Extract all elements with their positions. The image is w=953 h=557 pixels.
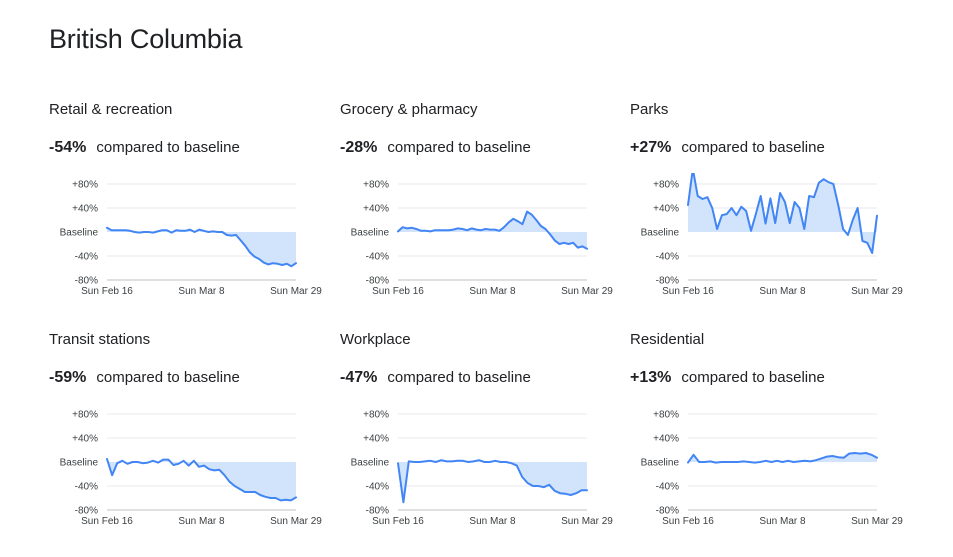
headline-percent: -28% [340,139,378,156]
line-chart: +80% +40% Baseline -40% -80%Sun Feb 16 Sun Ma… [641,410,904,528]
baseline-area [688,453,877,463]
x-tick-label: Sun Mar 8 [469,286,516,297]
panel-title: Grocery & pharmacy [340,101,478,118]
y-tick-label: Baseline [351,458,390,469]
series-line [106,458,297,502]
headline-percent: -54% [49,139,87,156]
baseline-area [398,460,587,503]
series-line [106,226,297,268]
headline-caption: compared to baseline [96,369,240,386]
y-tick-label: -40% [656,482,679,493]
y-tick-label: Baseline [641,458,680,469]
x-tick-label: Sun Mar 8 [178,286,225,297]
baseline-area [107,227,296,267]
y-tick-label: -80% [366,276,389,287]
headline-percent: +27% [630,139,672,156]
panel-title: Retail & recreation [49,101,173,118]
panel-workplace: Workplace -47% compared to baseline +80% +… [340,331,625,551]
y-tick-label: -40% [656,252,679,263]
headline-stat: +13% compared to baseline [630,369,825,387]
y-tick-label: +80% [363,410,389,421]
x-tick-label: Sun Mar 29 [561,286,613,297]
line-chart: +80% +40% Baseline -40% -80%Sun Feb 16 Sun Ma… [351,180,614,298]
headline-stat: -59% compared to baseline [49,369,240,387]
x-tick-label: Sun Mar 8 [759,516,806,527]
headline-caption: compared to baseline [681,139,825,156]
x-tick-label: Sun Feb 16 [81,516,133,527]
y-tick-label: +80% [72,410,98,421]
x-tick-label: Sun Mar 29 [851,286,903,297]
panel-title: Parks [630,101,669,118]
y-tick-label: +40% [363,434,389,445]
headline-stat: -47% compared to baseline [340,369,531,387]
x-tick-label: Sun Feb 16 [662,286,714,297]
y-tick-label: -40% [366,482,389,493]
panel-title: Transit stations [49,331,151,348]
line-chart: +80% +40% Baseline -40% -80%Sun Feb 16 Sun Ma… [60,410,323,528]
headline-caption: compared to baseline [681,369,825,386]
y-tick-label: -40% [75,482,98,493]
y-tick-label: +80% [72,180,98,191]
headline-caption: compared to baseline [96,139,240,156]
panel-residential: Residential +13% compared to baseline +80… [630,331,915,551]
x-tick-label: Sun Feb 16 [372,286,424,297]
x-tick-label: Sun Mar 29 [851,516,903,527]
y-tick-label: Baseline [641,228,680,239]
x-tick-label: Sun Feb 16 [372,516,424,527]
y-tick-label: +40% [72,204,98,215]
headline-stat: +27% compared to baseline [630,139,825,157]
headline-caption: compared to baseline [387,369,531,386]
x-tick-label: Sun Feb 16 [81,286,133,297]
x-tick-label: Sun Mar 8 [469,516,516,527]
y-tick-label: -40% [75,252,98,263]
y-tick-label: Baseline [60,228,99,239]
y-tick-label: Baseline [351,228,390,239]
baseline-area [688,173,877,253]
y-tick-label: -80% [366,506,389,517]
x-tick-label: Sun Mar 29 [270,286,322,297]
headline-stat: -28% compared to baseline [340,139,531,157]
y-tick-label: Baseline [60,458,99,469]
y-tick-label: +80% [653,180,679,191]
series-line [397,459,588,504]
headline-percent: +13% [630,369,672,386]
x-tick-label: Sun Mar 29 [561,516,613,527]
baseline-area [107,459,296,501]
y-tick-label: -80% [656,276,679,287]
line-chart: +80% +40% Baseline -40% -80%Sun Feb 16 Sun Ma… [351,410,614,528]
panel-grocery-pharmacy: Grocery & pharmacy -28% compared to basel… [340,101,625,321]
y-tick-label: +40% [363,204,389,215]
line-chart: +80% +40% Baseline -40% -80%Sun Feb 16 Sun Ma… [641,173,903,297]
y-tick-label: -80% [75,276,98,287]
y-tick-label: +40% [653,434,679,445]
series-line [687,452,878,464]
panel-parks: Parks +27% compared to baseline +80% +40% B… [630,101,915,321]
headline-percent: -47% [340,369,378,386]
y-tick-label: -80% [656,506,679,517]
page-title: British Columbia [49,24,243,54]
panel-retail-recreation: Retail & recreation -54% compared to base… [49,101,334,321]
series-line [687,173,878,254]
line-chart: +80% +40% Baseline -40% -80%Sun Feb 16 Sun Ma… [60,180,323,298]
y-tick-label: -80% [75,506,98,517]
y-tick-label: +80% [363,180,389,191]
headline-stat: -54% compared to baseline [49,139,240,157]
headline-caption: compared to baseline [387,139,531,156]
panel-transit-stations: Transit stations -59% compared to baselin… [49,331,334,551]
y-tick-label: +40% [72,434,98,445]
x-tick-label: Sun Feb 16 [662,516,714,527]
panel-title: Residential [630,331,705,348]
y-tick-label: -40% [366,252,389,263]
panel-title: Workplace [340,331,411,348]
series-line [397,210,588,250]
x-tick-label: Sun Mar 8 [178,516,225,527]
headline-percent: -59% [49,369,87,386]
y-tick-label: +80% [653,410,679,421]
x-tick-label: Sun Mar 29 [270,516,322,527]
y-tick-label: +40% [653,204,679,215]
x-tick-label: Sun Mar 8 [759,286,806,297]
